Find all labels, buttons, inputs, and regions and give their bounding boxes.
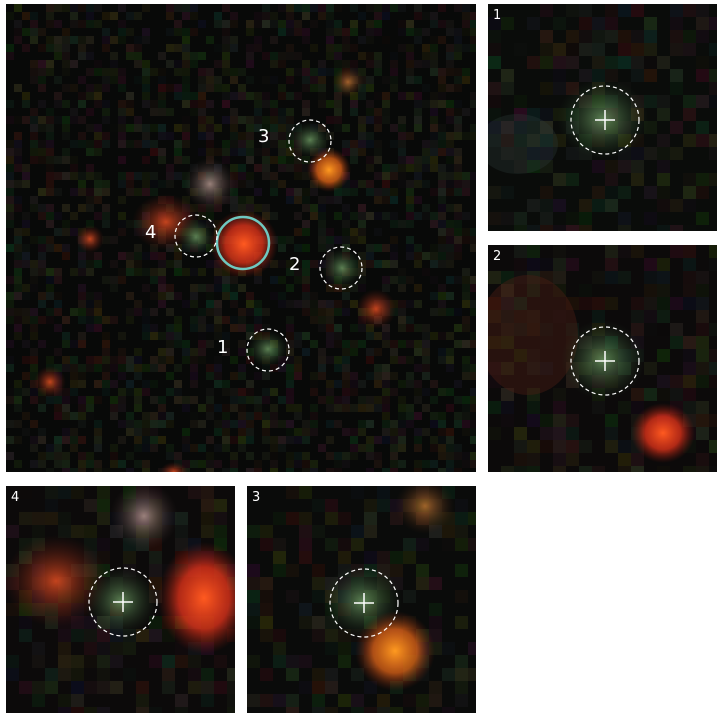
cutout-label-4: 4 [11, 490, 20, 505]
green-source-4 [178, 219, 214, 255]
cutout-image-2 [488, 245, 717, 472]
cutout-panel-2: 2 [488, 245, 717, 472]
cutout-dim-red-4 [6, 535, 108, 627]
candidate-circle-2 [319, 246, 363, 290]
cutout-circle-1 [570, 85, 640, 155]
cutout-label-1: 1 [493, 8, 502, 23]
cutout-orange-source-3 [355, 611, 435, 691]
main-field-panel: 1 2 3 4 [6, 4, 476, 472]
orange-galaxy [307, 148, 351, 192]
candidate-label-1: 1 [217, 337, 229, 358]
cutout-label-2: 2 [493, 249, 502, 264]
green-source-3 [290, 122, 330, 158]
target-circle [215, 215, 271, 271]
cutout-red-source-4 [158, 542, 235, 654]
candidate-circle-3 [288, 119, 332, 163]
cutout-circle-3 [329, 568, 399, 638]
cutout-image-3 [247, 486, 476, 713]
red-source-bottom [160, 462, 188, 472]
green-source-1 [248, 331, 288, 367]
cutout-circle-2 [570, 326, 640, 396]
cutout-panel-3: 3 [247, 486, 476, 713]
cutout-panel-1: 1 [488, 4, 717, 231]
candidate-label-4: 4 [145, 222, 157, 243]
cutout-panel-4: 4 [6, 486, 235, 713]
cutout-grey-4 [110, 486, 178, 550]
cutout-source-2 [561, 320, 645, 400]
red-source-right [356, 289, 396, 329]
cutout-brown-3 [395, 486, 455, 534]
green-source-2 [322, 248, 362, 288]
cutout-red-source-2 [631, 403, 695, 463]
candidate-label-2: 2 [289, 254, 301, 275]
brown-source-top [332, 66, 364, 98]
cutout-circle-4 [88, 567, 158, 637]
red-source-left [34, 366, 66, 398]
candidate-circle-1 [246, 328, 290, 372]
cutout-source-4 [85, 567, 157, 635]
cutout-source-1 [557, 79, 649, 159]
cutout-image-4 [6, 486, 235, 713]
grey-galaxy [184, 158, 236, 210]
faint-red-source [76, 225, 104, 253]
cutout-label-3: 3 [252, 490, 261, 505]
candidate-circle-4 [174, 214, 218, 258]
cutout-image-1 [488, 4, 717, 231]
main-field-image [6, 4, 476, 472]
candidate-label-3: 3 [258, 126, 270, 147]
